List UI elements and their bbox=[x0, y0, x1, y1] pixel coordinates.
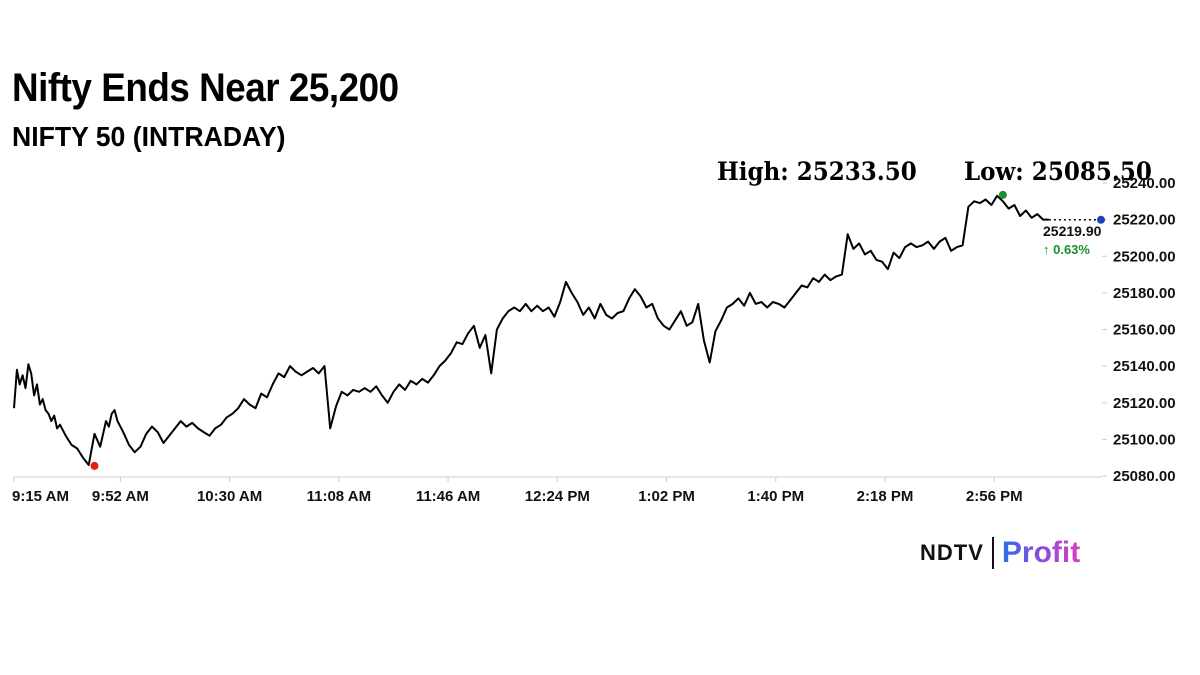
last-price-label: 25219.90 bbox=[1043, 223, 1102, 239]
ndtv-profit-logo: NDTV Profit bbox=[920, 535, 1080, 571]
low-label: Low: 25085.50 bbox=[964, 157, 1152, 186]
x-tick-label: 9:52 AM bbox=[92, 488, 149, 505]
chart-title: Nifty Ends Near 25,200 bbox=[12, 66, 399, 110]
y-tick-label: 25200.00 bbox=[1113, 248, 1176, 265]
x-tick-label: 9:15 AM bbox=[12, 488, 69, 505]
ndtv-logo-text: NDTV bbox=[920, 540, 984, 565]
x-tick-label: 11:08 AM bbox=[307, 488, 371, 505]
logo-divider bbox=[991, 537, 994, 569]
chart-subtitle: NIFTY 50 (INTRADAY) bbox=[12, 121, 286, 152]
y-tick-label: 25180.00 bbox=[1113, 285, 1176, 302]
y-tick-label: 25140.00 bbox=[1113, 358, 1176, 375]
x-tick-label: 1:40 PM bbox=[747, 488, 804, 505]
price-line bbox=[13, 194, 1049, 466]
day-high-marker bbox=[998, 190, 1007, 199]
high-label: High: 25233.50 bbox=[717, 157, 917, 186]
x-tick-label: 2:56 PM bbox=[966, 488, 1023, 505]
y-tick-label: 25220.00 bbox=[1113, 212, 1176, 229]
day-low-marker bbox=[90, 461, 99, 470]
y-tick-label: 25100.00 bbox=[1113, 431, 1176, 448]
y-tick-label: 25160.00 bbox=[1113, 322, 1176, 339]
last-price-marker bbox=[1097, 215, 1105, 224]
y-tick-label: 25080.00 bbox=[1113, 468, 1176, 485]
x-tick-label: 1:02 PM bbox=[638, 488, 695, 505]
x-tick-label: 11:46 AM bbox=[416, 488, 480, 505]
y-tick-label: 25240.00 bbox=[1113, 175, 1176, 192]
x-tick-label: 2:18 PM bbox=[857, 488, 914, 505]
change-percent-label: ↑ 0.63% bbox=[1043, 242, 1090, 257]
y-tick-label: 25120.00 bbox=[1113, 395, 1176, 412]
x-tick-label: 12:24 PM bbox=[525, 488, 590, 505]
x-tick-label: 10:30 AM bbox=[197, 488, 262, 505]
profit-logo-text: Profit bbox=[1001, 536, 1081, 569]
